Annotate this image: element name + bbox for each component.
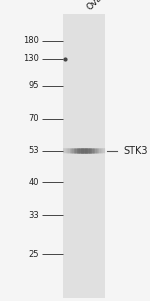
Text: 33: 33 bbox=[28, 211, 39, 220]
Text: 180: 180 bbox=[23, 36, 39, 45]
Text: Ovary: Ovary bbox=[85, 0, 111, 12]
Text: 53: 53 bbox=[28, 146, 39, 155]
Text: STK3: STK3 bbox=[123, 145, 147, 156]
Bar bbox=[63, 148, 105, 153]
Text: 130: 130 bbox=[23, 54, 39, 63]
Text: 25: 25 bbox=[28, 250, 39, 259]
Text: 70: 70 bbox=[28, 114, 39, 123]
Text: 40: 40 bbox=[28, 178, 39, 187]
Bar bbox=[63, 14, 105, 298]
Text: 95: 95 bbox=[28, 81, 39, 90]
